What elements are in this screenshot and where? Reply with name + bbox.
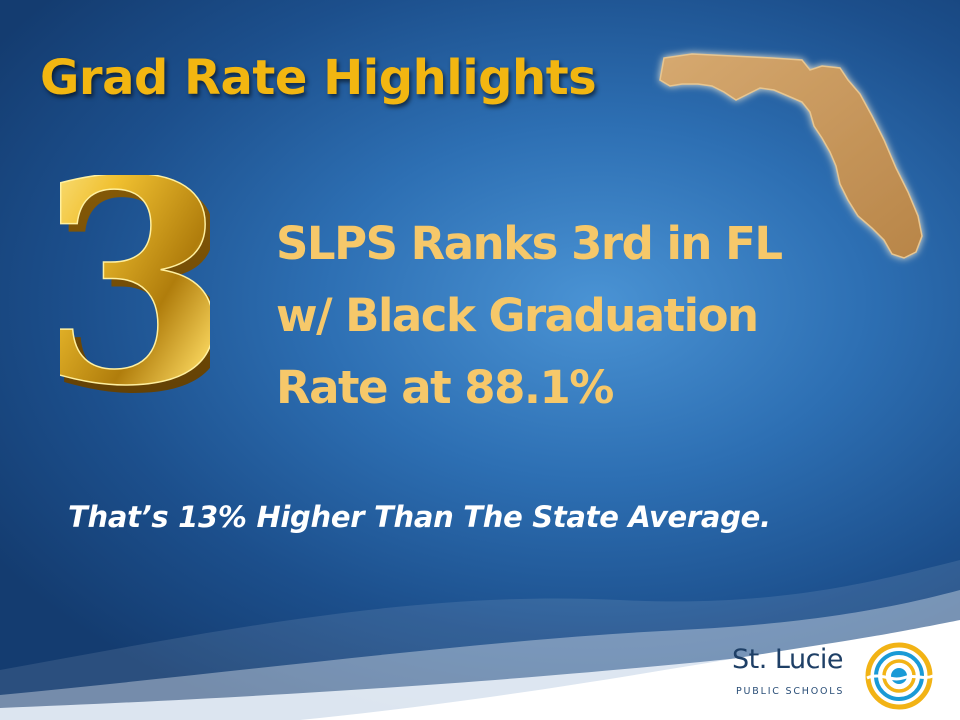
subline: That’s 13% Higher Than The State Average… — [68, 500, 771, 534]
district-logo: St. Lucie PUBLIC SCHOOLS — [700, 630, 960, 720]
florida-state-map-icon — [659, 53, 923, 259]
decorative-waves — [0, 560, 960, 720]
logo-name: St. Lucie — [732, 644, 844, 675]
headline-line: w/ Black Graduation — [276, 289, 759, 342]
headline-line: SLPS Ranks 3rd in FL — [276, 217, 783, 270]
sun-wave-logo-icon — [865, 642, 934, 710]
logo-subtitle: PUBLIC SCHOOLS — [736, 686, 845, 697]
rank-digit-shadow: 3 — [60, 175, 210, 410]
rank-digit: 3 — [60, 175, 210, 410]
gold-3d-numeral: 3 3 — [60, 175, 210, 410]
headline: SLPS Ranks 3rd in FL w/ Black Graduation… — [276, 208, 876, 424]
headline-line: Rate at 88.1% — [276, 361, 614, 414]
slide-title: Grad Rate Highlights — [40, 50, 597, 106]
